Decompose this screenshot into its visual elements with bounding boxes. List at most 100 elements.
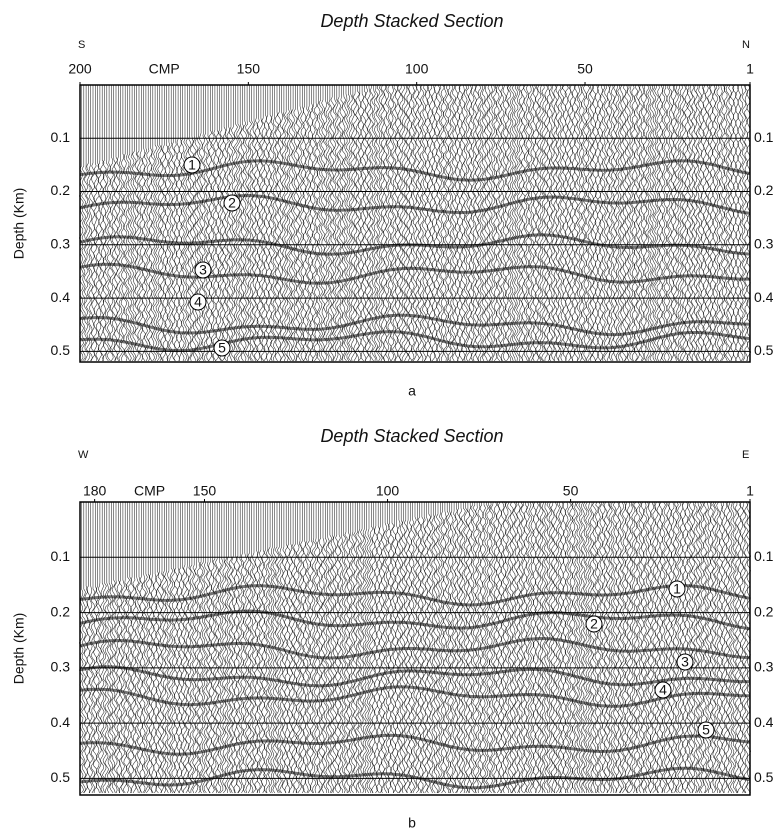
- seismic-trace: [216, 85, 223, 362]
- seismic-trace: [649, 84, 655, 362]
- y-tick-label-right: 0.2: [754, 603, 774, 619]
- seismic-trace: [520, 501, 526, 794]
- horizon-label: 4: [659, 682, 667, 698]
- seismic-trace: [161, 85, 167, 362]
- seismic-trace: [214, 85, 220, 362]
- seismic-trace: [656, 501, 662, 794]
- seismic-trace: [734, 501, 740, 794]
- right-direction: E: [742, 449, 749, 461]
- seismic-trace: [631, 501, 637, 794]
- seismic-trace: [232, 85, 239, 362]
- x-tick-label: 200: [68, 61, 92, 77]
- seismic-trace: [509, 501, 515, 794]
- y-axis-label: Depth (Km): [11, 188, 27, 260]
- seismic-trace: [168, 85, 174, 362]
- seismic-trace: [249, 85, 255, 362]
- seismic-trace: [637, 84, 643, 362]
- seismic-trace: [237, 85, 243, 362]
- seismic-trace: [92, 85, 98, 362]
- horizon-label: 4: [194, 294, 202, 310]
- seismic-trace: [129, 85, 135, 362]
- seismic-trace: [729, 501, 736, 794]
- seismic-trace: [612, 84, 618, 362]
- seismic-trace: [368, 502, 374, 794]
- y-tick-label: 0.3: [51, 659, 71, 675]
- y-tick-label-right: 0.3: [754, 659, 774, 675]
- horizon-label: 2: [228, 195, 236, 211]
- seismic-trace: [143, 502, 149, 794]
- seismic-section: [78, 84, 752, 363]
- seismic-trace: [286, 85, 292, 362]
- seismic-trace: [506, 501, 512, 794]
- seismic-trace: [536, 84, 542, 362]
- seismic-trace: [702, 84, 708, 362]
- seismic-trace: [304, 85, 310, 362]
- seismic-trace: [421, 84, 427, 362]
- seismic-trace: [265, 85, 271, 362]
- seismic-trace: [456, 502, 462, 794]
- seismic-trace: [711, 501, 717, 794]
- seismic-trace: [580, 501, 586, 794]
- seismic-trace: [83, 85, 89, 362]
- seismic-trace: [725, 84, 731, 362]
- seismic-trace: [279, 85, 285, 362]
- seismic-trace: [97, 85, 103, 362]
- seismic-trace: [127, 85, 133, 362]
- seismic-trace: [488, 84, 494, 362]
- seismic-trace: [690, 501, 696, 794]
- seismic-trace: [474, 502, 480, 794]
- seismic-trace: [532, 501, 537, 794]
- seismic-trace: [463, 84, 469, 362]
- seismic-trace: [297, 85, 303, 362]
- seismic-trace: [244, 502, 250, 794]
- horizon-marker: [654, 681, 672, 699]
- seismic-trace: [161, 502, 167, 794]
- seismic-trace: [585, 84, 591, 362]
- seismic-trace: [433, 502, 439, 794]
- seismic-trace: [329, 85, 335, 362]
- seismic-trace: [359, 502, 365, 794]
- seismic-trace: [562, 501, 567, 794]
- seismic-trace: [722, 501, 728, 793]
- seismic-trace: [327, 502, 333, 794]
- panel-caption: a: [408, 383, 416, 399]
- seismic-trace: [198, 85, 204, 362]
- seismic-trace: [152, 85, 158, 362]
- seismic-trace: [428, 502, 434, 794]
- seismic-trace: [571, 84, 577, 362]
- seismic-trace: [633, 84, 639, 362]
- seismic-trace: [295, 502, 301, 793]
- seismic-trace: [649, 501, 655, 794]
- seismic-trace: [552, 84, 558, 362]
- seismic-trace: [242, 85, 248, 362]
- x-tick-label: 180: [83, 483, 107, 499]
- left-direction: W: [78, 449, 89, 461]
- seismic-trace: [536, 501, 542, 794]
- seismic-trace: [713, 84, 719, 362]
- seismic-trace: [214, 502, 220, 794]
- seismic-trace: [580, 84, 586, 362]
- reflector: [79, 193, 751, 215]
- seismic-trace: [207, 502, 213, 794]
- seismic-trace: [203, 85, 209, 362]
- seismic-trace: [251, 502, 257, 794]
- seismic-trace: [741, 84, 747, 362]
- seismic-section: [78, 501, 752, 796]
- seismic-trace: [481, 84, 487, 362]
- seismic-trace: [656, 84, 662, 362]
- seismic-trace: [276, 85, 282, 362]
- seismic-trace: [591, 84, 597, 362]
- seismic-trace: [361, 502, 367, 793]
- seismic-trace: [552, 501, 558, 793]
- seismic-trace: [557, 84, 563, 362]
- seismic-trace: [658, 501, 664, 794]
- seismic-trace: [318, 85, 324, 362]
- seismic-trace: [637, 501, 643, 794]
- seismic-trace: [470, 502, 476, 794]
- seismic-trace: [171, 85, 176, 362]
- seismic-trace: [85, 85, 91, 362]
- seismic-trace: [205, 502, 211, 794]
- seismic-trace: [743, 501, 749, 794]
- seismic-trace: [727, 501, 733, 794]
